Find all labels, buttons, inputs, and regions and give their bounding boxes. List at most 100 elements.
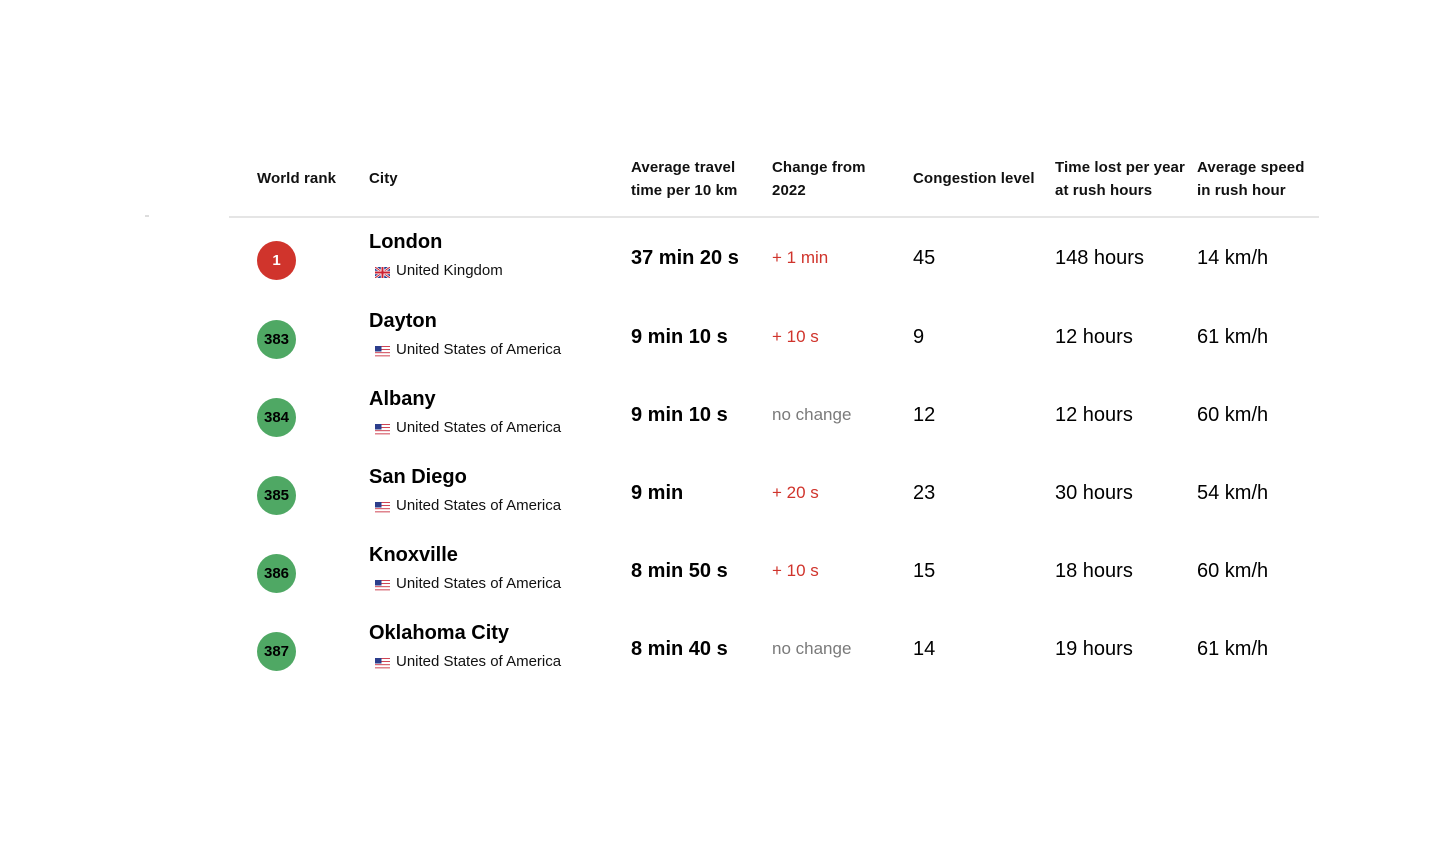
city-name[interactable]: Oklahoma City — [369, 621, 510, 644]
country: United States of America — [369, 341, 621, 358]
congestion-cell: 9 — [913, 326, 1055, 349]
rank-cell: 385 — [229, 472, 369, 515]
traffic-ranking-table: World rank City Average travel time per … — [229, 142, 1319, 688]
table-row-oklahoma-city[interactable]: 387 Oklahoma City United States of Ameri… — [229, 610, 1319, 688]
city-name[interactable]: Knoxville — [369, 543, 458, 566]
avg-speed-cell: 61 km/h — [1197, 326, 1319, 349]
header-world-rank[interactable]: World rank — [257, 170, 337, 188]
city-name[interactable]: San Diego — [369, 465, 467, 488]
avg-travel-value: 37 min 20 s — [631, 246, 739, 269]
change-cell: + 1 min — [772, 248, 913, 268]
us-flag-icon — [375, 578, 390, 591]
city-cell: Albany United States of America — [369, 388, 631, 436]
header-change-from-2022[interactable]: Change from 2022 — [772, 158, 866, 200]
avg-travel-cell: 37 min 20 s — [631, 247, 772, 270]
header-congestion-level[interactable]: Congestion level — [913, 170, 1035, 188]
rank-badge: 386 — [257, 553, 296, 593]
table-row-albany[interactable]: 384 Albany United States of America 9 mi… — [229, 376, 1319, 454]
city-name[interactable]: Albany — [369, 387, 436, 410]
avg-travel-value: 9 min — [631, 481, 684, 504]
avg-speed-cell: 61 km/h — [1197, 638, 1319, 661]
rank-cell: 387 — [229, 628, 369, 671]
avg-travel-cell: 9 min — [631, 482, 772, 505]
city-name[interactable]: Dayton — [369, 309, 437, 332]
uk-flag-icon — [374, 265, 391, 279]
avg-travel-cell: 8 min 50 s — [631, 560, 772, 583]
table-header: World rank City Average travel time per … — [229, 142, 1319, 218]
us-flag-icon — [375, 422, 390, 435]
country: United States of America — [369, 653, 621, 670]
congestion-cell: 23 — [913, 482, 1055, 505]
city-cell: Oklahoma City United States of America — [369, 622, 631, 670]
table-row-london[interactable]: 1 London United Kingdom 37 min 20 s + 1 … — [229, 218, 1319, 298]
avg-speed-cell: 14 km/h — [1197, 247, 1319, 270]
country: United States of America — [369, 419, 621, 436]
city-name[interactable]: London — [369, 230, 443, 253]
city-cell: Dayton United States of America — [369, 310, 631, 358]
change-value: + 1 min — [772, 248, 829, 267]
avg-speed-cell: 60 km/h — [1197, 560, 1319, 583]
decorative-dot — [145, 215, 149, 217]
time-lost-value: 30 hours — [1055, 481, 1133, 504]
time-lost-value: 19 hours — [1055, 637, 1133, 660]
rank-badge: 383 — [257, 319, 296, 359]
header-city[interactable]: City — [369, 170, 398, 188]
avg-speed-value: 14 km/h — [1197, 246, 1269, 269]
congestion-value: 23 — [913, 481, 936, 504]
time-lost-cell: 148 hours — [1055, 247, 1197, 270]
country: United States of America — [369, 575, 621, 592]
country-name: United States of America — [396, 340, 562, 358]
change-cell: no change — [772, 639, 913, 659]
change-cell: + 10 s — [772, 327, 913, 347]
congestion-value: 45 — [913, 246, 936, 269]
time-lost-value: 12 hours — [1055, 403, 1133, 426]
country: United Kingdom — [369, 262, 621, 279]
change-value: no change — [772, 405, 852, 424]
time-lost-value: 18 hours — [1055, 559, 1133, 582]
avg-travel-cell: 9 min 10 s — [631, 326, 772, 349]
header-average-speed[interactable]: Average speed in rush hour — [1197, 158, 1305, 200]
avg-speed-value: 61 km/h — [1197, 325, 1269, 348]
congestion-value: 9 — [913, 325, 925, 348]
country-name: United States of America — [396, 574, 562, 592]
change-value: + 10 s — [772, 561, 819, 580]
rank-cell: 384 — [229, 394, 369, 437]
time-lost-cell: 12 hours — [1055, 404, 1197, 427]
table-row-knoxville[interactable]: 386 Knoxville United States of America 8… — [229, 532, 1319, 610]
rank-cell: 386 — [229, 550, 369, 593]
avg-travel-value: 9 min 10 s — [631, 325, 728, 348]
rank-cell: 383 — [229, 316, 369, 359]
congestion-cell: 12 — [913, 404, 1055, 427]
avg-speed-value: 61 km/h — [1197, 637, 1269, 660]
us-flag-icon — [375, 344, 390, 357]
change-cell: + 20 s — [772, 483, 913, 503]
country-name: United States of America — [396, 418, 562, 436]
congestion-cell: 45 — [913, 247, 1055, 270]
country-name: United Kingdom — [396, 261, 503, 279]
avg-speed-value: 60 km/h — [1197, 403, 1269, 426]
time-lost-value: 12 hours — [1055, 325, 1133, 348]
time-lost-cell: 19 hours — [1055, 638, 1197, 661]
rank-badge: 384 — [257, 397, 296, 437]
time-lost-value: 148 hours — [1055, 246, 1144, 269]
avg-speed-value: 60 km/h — [1197, 559, 1269, 582]
avg-travel-cell: 9 min 10 s — [631, 404, 772, 427]
change-value: + 20 s — [772, 483, 819, 502]
avg-speed-cell: 54 km/h — [1197, 482, 1319, 505]
country-name: United States of America — [396, 652, 562, 670]
country: United States of America — [369, 497, 621, 514]
rank-badge: 385 — [257, 475, 296, 515]
change-cell: + 10 s — [772, 561, 913, 581]
congestion-value: 15 — [913, 559, 936, 582]
header-time-lost[interactable]: Time lost per year at rush hours — [1055, 158, 1185, 200]
congestion-value: 12 — [913, 403, 936, 426]
city-cell: London United Kingdom — [369, 231, 631, 279]
rank-badge: 387 — [257, 631, 296, 671]
table-row-san-diego[interactable]: 385 San Diego United States of America 9… — [229, 454, 1319, 532]
country-name: United States of America — [396, 496, 562, 514]
us-flag-icon — [375, 656, 390, 669]
table-row-dayton[interactable]: 383 Dayton United States of America 9 mi… — [229, 298, 1319, 376]
congestion-value: 14 — [913, 637, 936, 660]
header-average-travel-time[interactable]: Average travel time per 10 km — [631, 158, 738, 200]
time-lost-cell: 12 hours — [1055, 326, 1197, 349]
